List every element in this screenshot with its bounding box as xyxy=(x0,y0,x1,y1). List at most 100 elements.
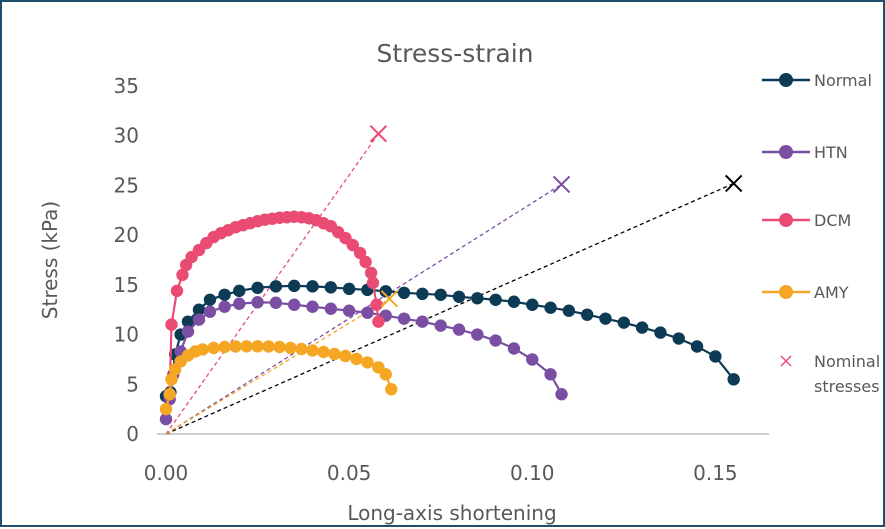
data-point-htn xyxy=(555,388,568,401)
nominal-stress-lines xyxy=(165,133,734,435)
data-point-normal xyxy=(562,304,576,317)
data-point-normal xyxy=(654,326,667,339)
data-point-dcm xyxy=(346,238,359,252)
data-point-htn xyxy=(507,342,521,355)
legend-label: DCM xyxy=(814,211,851,230)
data-point-htn xyxy=(361,306,374,319)
data-point-normal xyxy=(203,293,217,306)
data-point-amy xyxy=(385,383,398,396)
data-point-htn xyxy=(233,297,246,310)
data-point-htn xyxy=(181,325,195,338)
data-point-htn xyxy=(324,302,338,315)
data-point-amy xyxy=(379,368,392,381)
data-point-normal xyxy=(489,293,502,306)
data-point-normal xyxy=(709,350,722,363)
data-point-amy xyxy=(328,347,341,361)
nominal-marker-dcm xyxy=(369,125,388,143)
y-tick-label: 15 xyxy=(114,273,139,297)
data-point-dcm xyxy=(176,268,189,282)
data-point-amy xyxy=(306,344,319,357)
y-tick-label: 10 xyxy=(114,323,139,347)
legend-marker xyxy=(779,213,793,227)
data-point-dcm xyxy=(353,246,367,260)
data-point-normal xyxy=(617,316,631,329)
data-point-normal xyxy=(181,315,195,328)
legend: Normal HTN DCM AMY Nominal stresses xyxy=(762,71,880,396)
data-point-htn xyxy=(434,319,447,332)
x-tick-label: 0.15 xyxy=(693,461,738,485)
data-point-normal xyxy=(599,312,612,325)
data-point-htn xyxy=(287,298,301,311)
legend-item-normal: Normal xyxy=(762,71,872,90)
data-point-dcm xyxy=(364,266,378,280)
data-point-dcm xyxy=(170,284,184,298)
data-point-dcm xyxy=(165,318,178,331)
data-point-normal xyxy=(434,288,447,301)
data-point-dcm xyxy=(359,255,372,269)
data-point-htn xyxy=(416,315,429,328)
data-point-htn xyxy=(489,334,502,347)
x-tick-label: 0.05 xyxy=(327,461,372,485)
x-axis-ticks: 0.00 0.05 0.10 0.15 xyxy=(144,461,738,485)
legend-item-amy: AMY xyxy=(762,283,849,302)
data-point-amy xyxy=(339,349,352,363)
data-point-normal xyxy=(397,286,411,300)
data-point-normal xyxy=(690,340,704,353)
data-point-amy xyxy=(165,373,178,386)
legend-marker xyxy=(779,285,793,299)
data-point-amy xyxy=(361,356,374,369)
y-tick-label: 30 xyxy=(114,124,139,148)
data-point-normal xyxy=(306,280,319,293)
nominal-marker-normal xyxy=(724,174,743,193)
legend-label: AMY xyxy=(814,283,849,302)
data-point-normal xyxy=(727,373,740,386)
data-point-htn xyxy=(544,368,557,381)
data-point-amy xyxy=(262,340,275,353)
data-point-amy xyxy=(273,340,286,354)
data-point-normal xyxy=(635,321,649,334)
data-point-normal xyxy=(672,332,685,345)
y-tick-label: 25 xyxy=(114,173,139,197)
y-axis-ticks: 0 5 10 15 20 25 30 35 xyxy=(114,74,139,446)
y-tick-label: 5 xyxy=(126,372,139,396)
legend-marker xyxy=(779,73,793,87)
data-point-dcm xyxy=(372,315,385,328)
data-point-htn xyxy=(342,304,356,317)
legend-label: stresses xyxy=(814,377,880,396)
data-point-amy xyxy=(350,352,363,366)
data-point-normal xyxy=(192,303,206,316)
legend-item-dcm: DCM xyxy=(762,211,851,230)
legend-marker xyxy=(779,145,793,159)
data-point-normal xyxy=(324,281,338,294)
x-tick-label: 0.00 xyxy=(144,461,189,485)
data-point-normal xyxy=(269,280,283,293)
data-point-normal xyxy=(233,284,246,298)
data-point-amy xyxy=(218,340,231,354)
data-point-htn xyxy=(159,412,173,426)
data-point-normal xyxy=(251,281,264,295)
data-point-htn xyxy=(471,328,484,341)
data-point-htn xyxy=(306,300,319,313)
data-point-amy xyxy=(196,343,209,356)
data-point-amy xyxy=(163,388,176,401)
legend-label: HTN xyxy=(814,143,848,162)
data-point-htn xyxy=(218,300,231,313)
data-point-normal xyxy=(544,301,557,314)
legend-item-htn: HTN xyxy=(762,143,848,162)
data-point-htn xyxy=(269,296,283,309)
data-point-normal xyxy=(416,287,429,301)
data-point-normal xyxy=(342,282,356,296)
data-point-htn xyxy=(192,313,206,326)
x-axis-label: Long-axis shortening xyxy=(347,501,556,525)
nominal-stress-markers xyxy=(369,125,743,308)
data-point-amy xyxy=(229,340,242,353)
data-point-amy xyxy=(207,341,220,355)
y-axis-label: Stress (kPa) xyxy=(38,201,62,319)
data-point-dcm xyxy=(370,298,383,311)
data-point-normal xyxy=(379,285,392,298)
data-point-normal xyxy=(218,288,231,301)
legend-label: Nominal xyxy=(814,352,880,371)
data-point-htn xyxy=(397,312,411,325)
